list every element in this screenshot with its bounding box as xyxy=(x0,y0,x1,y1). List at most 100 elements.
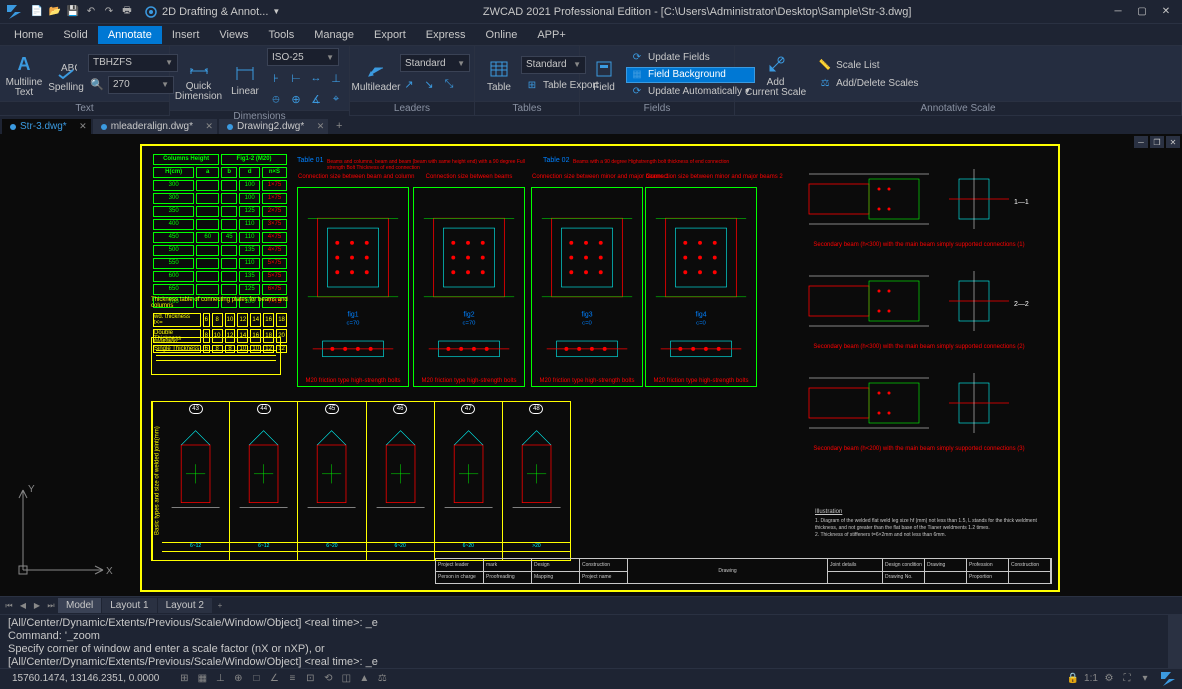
command-history-line: Specify corner of window and enter a sca… xyxy=(8,643,1174,656)
text-height-combo[interactable]: 270▼ xyxy=(108,76,174,94)
spelling-icon: ABC xyxy=(54,57,78,81)
svg-text:c=0: c=0 xyxy=(696,320,706,326)
connection-detail-3: Connection size between minor and major … xyxy=(531,187,643,387)
doc-minimize[interactable]: ─ xyxy=(1134,136,1148,148)
scale-mode-icon[interactable]: ⚖ xyxy=(373,671,391,687)
status-annoscale-icon[interactable]: 1:1 xyxy=(1082,671,1100,687)
dim-style-combo[interactable]: ISO-25▼ xyxy=(267,48,339,66)
polar-mode-icon[interactable]: ⊕ xyxy=(229,671,247,687)
scale-list-button[interactable]: 📏Scale List xyxy=(814,58,922,74)
field-button[interactable]: Field xyxy=(584,55,624,95)
status-fullscreen-icon[interactable]: ⛶ xyxy=(1118,671,1136,687)
snap-mode-icon[interactable]: ⊞ xyxy=(175,671,193,687)
maximize-button[interactable]: ▢ xyxy=(1130,3,1154,21)
dim-icon-2[interactable]: ⊢ xyxy=(287,69,305,87)
leader-style-combo[interactable]: Standard▼ xyxy=(400,54,470,72)
linear-dimension-button[interactable]: Linear xyxy=(225,59,265,99)
leader-icon-1[interactable]: ↗ xyxy=(400,75,418,93)
doc-close[interactable]: ✕ xyxy=(1166,136,1180,148)
multileader-button[interactable]: Multileader xyxy=(354,55,398,95)
dim-icon-4[interactable]: ⊥ xyxy=(327,69,345,87)
spelling-button[interactable]: ABC Spelling xyxy=(46,55,86,95)
workspace-label: 2D Drafting & Annot... xyxy=(162,6,268,18)
command-window[interactable]: [All/Center/Dynamic/Extents/Previous/Sca… xyxy=(0,614,1182,668)
osnap-mode-icon[interactable]: □ xyxy=(247,671,265,687)
multiline-text-icon: A xyxy=(12,52,36,76)
table-export-icon: ⊞ xyxy=(525,79,539,93)
dim-icon-1[interactable]: ⊦ xyxy=(267,69,285,87)
workspace-selector[interactable]: 2D Drafting & Annot... ▼ xyxy=(144,5,280,19)
status-workspace-icon[interactable]: ⚙ xyxy=(1100,671,1118,687)
menu-tab-annotate[interactable]: Annotate xyxy=(98,26,162,44)
qa-redo-icon[interactable]: ↷ xyxy=(101,4,117,20)
leader-icon-2[interactable]: ↘ xyxy=(420,75,438,93)
tab-nav-next[interactable]: ▶ xyxy=(30,599,44,613)
find-text-icon[interactable]: 🔍 xyxy=(88,76,106,94)
panel-text: A Multiline Text ABC Spelling TBHZFS▼ 🔍 … xyxy=(0,46,170,115)
menu-tab-insert[interactable]: Insert xyxy=(162,26,210,44)
layout-tab-layout-2[interactable]: Layout 2 xyxy=(158,598,212,613)
menu-tab-app+[interactable]: APP+ xyxy=(527,26,575,44)
multiline-text-button[interactable]: A Multiline Text xyxy=(4,50,44,100)
qa-save-icon[interactable]: 💾 xyxy=(65,4,81,20)
close-tab-icon[interactable]: ✕ xyxy=(317,121,325,132)
otrack-mode-icon[interactable]: ∠ xyxy=(265,671,283,687)
table-button[interactable]: Table xyxy=(479,55,519,95)
menu-tab-express[interactable]: Express xyxy=(416,26,476,44)
doc-tab[interactable]: Str-3.dwg*✕ xyxy=(2,119,91,134)
dim-icon-7[interactable]: ∡ xyxy=(307,90,325,108)
cycle-mode-icon[interactable]: ⟲ xyxy=(319,671,337,687)
tab-add[interactable]: + xyxy=(213,599,227,613)
quick-dimension-button[interactable]: Quick Dimension xyxy=(174,54,223,104)
doc-tab[interactable]: mleaderalign.dwg*✕ xyxy=(93,119,217,134)
doc-tab[interactable]: Drawing2.dwg*✕ xyxy=(219,119,328,134)
menu-tab-export[interactable]: Export xyxy=(364,26,416,44)
doc-restore[interactable]: ❐ xyxy=(1150,136,1164,148)
lwt-mode-icon[interactable]: ≡ xyxy=(283,671,301,687)
qa-new-icon[interactable]: 📄 xyxy=(29,4,45,20)
layout-tab-layout-1[interactable]: Layout 1 xyxy=(102,598,156,613)
close-tab-icon[interactable]: ✕ xyxy=(79,121,87,132)
secondary-beam-detail-2: 2—2Secondary beam (h<300) with the main … xyxy=(789,261,1049,351)
drawing-area[interactable]: ─ ❐ ✕ Y X Columns HeightFig1-2 (M20)H(cm… xyxy=(0,134,1182,596)
menu-tab-manage[interactable]: Manage xyxy=(304,26,364,44)
table-icon xyxy=(487,57,511,81)
dim-icon-8[interactable]: ⌖ xyxy=(327,90,345,108)
table-style-combo[interactable]: Standard▼ xyxy=(521,56,586,74)
svg-text:X: X xyxy=(106,566,113,577)
leader-icon-3[interactable]: ⤡ xyxy=(440,75,458,93)
qa-undo-icon[interactable]: ↶ xyxy=(83,4,99,20)
svg-text:fig1: fig1 xyxy=(347,311,358,318)
close-button[interactable]: ✕ xyxy=(1154,3,1178,21)
drawing-sheet: Columns HeightFig1-2 (M20)H(cm)abdn×S300… xyxy=(140,144,1060,592)
dyn-mode-icon[interactable]: ⊡ xyxy=(301,671,319,687)
text-style-combo[interactable]: TBHZFS▼ xyxy=(88,54,178,72)
grid-mode-icon[interactable]: ▦ xyxy=(193,671,211,687)
dim-icon-5[interactable]: ⦺ xyxy=(267,90,285,108)
qa-open-icon[interactable]: 📂 xyxy=(47,4,63,20)
add-delete-scales-button[interactable]: ⚖Add/Delete Scales xyxy=(814,76,922,92)
layout-tab-model[interactable]: Model xyxy=(58,598,101,613)
illustration-box-left: Illustration: xyxy=(151,337,281,375)
command-scrollbar[interactable] xyxy=(1168,615,1182,668)
status-scale-icon[interactable]: 🔒 xyxy=(1064,671,1082,687)
add-current-scale-button[interactable]: Add Current Scale xyxy=(739,50,812,100)
menu-tab-home[interactable]: Home xyxy=(4,26,53,44)
linear-dim-icon xyxy=(233,61,257,85)
tab-nav-first[interactable]: ⏮ xyxy=(2,599,16,613)
menu-tab-solid[interactable]: Solid xyxy=(53,26,97,44)
ortho-mode-icon[interactable]: ⊥ xyxy=(211,671,229,687)
menu-tab-views[interactable]: Views xyxy=(209,26,258,44)
menu-tab-tools[interactable]: Tools xyxy=(259,26,305,44)
anno-mode-icon[interactable]: ▲ xyxy=(355,671,373,687)
tab-nav-last[interactable]: ⏭ xyxy=(44,599,58,613)
minimize-button[interactable]: ─ xyxy=(1106,3,1130,21)
dim-icon-6[interactable]: ⊕ xyxy=(287,90,305,108)
dim-icon-3[interactable]: ↔ xyxy=(307,69,325,87)
menu-tab-online[interactable]: Online xyxy=(476,26,528,44)
tab-nav-prev[interactable]: ◀ xyxy=(16,599,30,613)
model-mode-icon[interactable]: ◫ xyxy=(337,671,355,687)
status-customize-icon[interactable]: ▾ xyxy=(1136,671,1154,687)
qa-print-icon[interactable]: 🖶 xyxy=(119,4,135,20)
close-tab-icon[interactable]: ✕ xyxy=(205,121,213,132)
